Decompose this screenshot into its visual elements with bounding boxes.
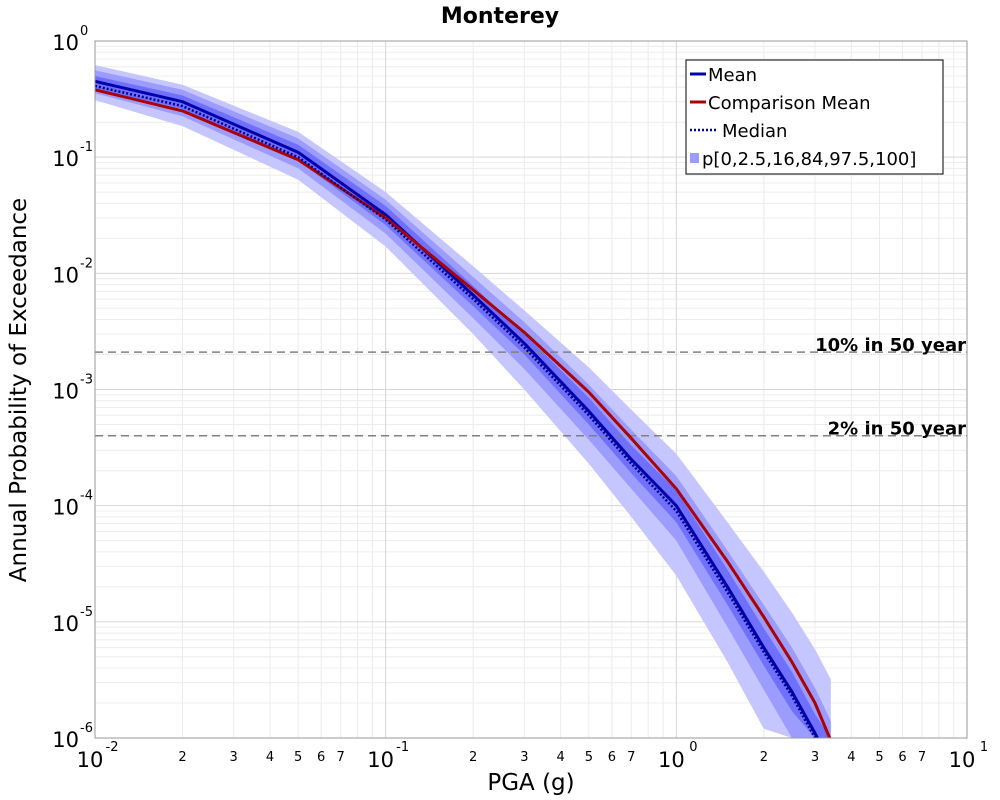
x-tick-exponent: -2 bbox=[106, 740, 119, 755]
y-tick-label: 10 bbox=[52, 31, 79, 55]
y-tick-label: 10 bbox=[52, 728, 79, 752]
y-tick-exponent: -6 bbox=[80, 721, 93, 736]
x-tick-label: 10 bbox=[367, 748, 394, 772]
x-minor-tick-label: 5 bbox=[875, 750, 883, 765]
fractile-bands bbox=[95, 65, 831, 738]
chart-title: Monterey bbox=[441, 4, 559, 29]
x-tick-label: 10 bbox=[77, 748, 104, 772]
legend: Mean Comparison Mean Median p[0,2.5,16,84,9… bbox=[685, 59, 944, 175]
x-minor-tick-label: 4 bbox=[847, 750, 855, 765]
y-tick-label: 10 bbox=[52, 496, 79, 520]
x-minor-tick-label: 2 bbox=[760, 750, 768, 765]
x-minor-tick-label: 3 bbox=[520, 750, 528, 765]
x-tick-exponent: 1 bbox=[980, 740, 988, 755]
y-tick-label: 10 bbox=[52, 263, 79, 287]
legend-label: Comparison Mean bbox=[708, 93, 871, 114]
y-tick-label: 10 bbox=[52, 380, 79, 404]
x-minor-tick-label: 7 bbox=[918, 750, 926, 765]
x-minor-tick-label: 6 bbox=[608, 750, 616, 765]
x-minor-tick-label: 6 bbox=[317, 750, 325, 765]
y-tick-exponent: -5 bbox=[80, 605, 93, 620]
series-comparison-mean bbox=[95, 88, 832, 738]
x-minor-tick-label: 5 bbox=[294, 750, 302, 765]
legend-label: Mean bbox=[708, 65, 757, 86]
x-minor-tick-label: 3 bbox=[230, 750, 238, 765]
band-middle bbox=[95, 70, 831, 738]
x-tick-exponent: 0 bbox=[689, 740, 697, 755]
x-axis-label: PGA (g) bbox=[487, 770, 574, 796]
reference-lines: 10% in 50 year 2% in 50 year bbox=[95, 335, 967, 440]
x-minor-tick-label: 6 bbox=[898, 750, 906, 765]
series-median bbox=[95, 84, 817, 738]
y-tick-exponent: -4 bbox=[80, 489, 93, 504]
plot-border bbox=[94, 40, 968, 739]
y-tick-exponent: -1 bbox=[80, 140, 93, 155]
y-tick-exponent: -2 bbox=[80, 256, 93, 271]
reference-line-label: 2% in 50 year bbox=[828, 419, 966, 440]
legend-swatch bbox=[690, 153, 699, 163]
x-minor-tick-label: 3 bbox=[811, 750, 819, 765]
x-minor-tick-label: 2 bbox=[469, 750, 477, 765]
y-tick-exponent: 0 bbox=[80, 24, 88, 39]
x-minor-tick-label: 7 bbox=[627, 750, 635, 765]
x-tick-label: 10 bbox=[658, 748, 685, 772]
x-minor-tick-label: 2 bbox=[178, 750, 186, 765]
legend-label: p[0,2.5,16,84,97.5,100] bbox=[702, 149, 916, 170]
data-series bbox=[95, 79, 832, 738]
series-mean bbox=[95, 79, 820, 738]
x-tick-exponent: -1 bbox=[396, 740, 409, 755]
legend-label: Median bbox=[722, 121, 787, 142]
x-minor-tick-label: 4 bbox=[557, 750, 565, 765]
y-axis-label: Annual Probability of Exceedance bbox=[6, 198, 32, 582]
legend-box bbox=[685, 59, 944, 175]
y-tick-label: 10 bbox=[52, 147, 79, 171]
y-tick-label: 10 bbox=[52, 612, 79, 636]
x-minor-tick-label: 5 bbox=[585, 750, 593, 765]
x-tick-label: 10 bbox=[949, 748, 976, 772]
reference-line-label: 10% in 50 year bbox=[815, 335, 966, 356]
y-tick-exponent: -3 bbox=[80, 373, 93, 388]
x-minor-tick-label: 7 bbox=[337, 750, 345, 765]
x-minor-tick-label: 4 bbox=[266, 750, 274, 765]
